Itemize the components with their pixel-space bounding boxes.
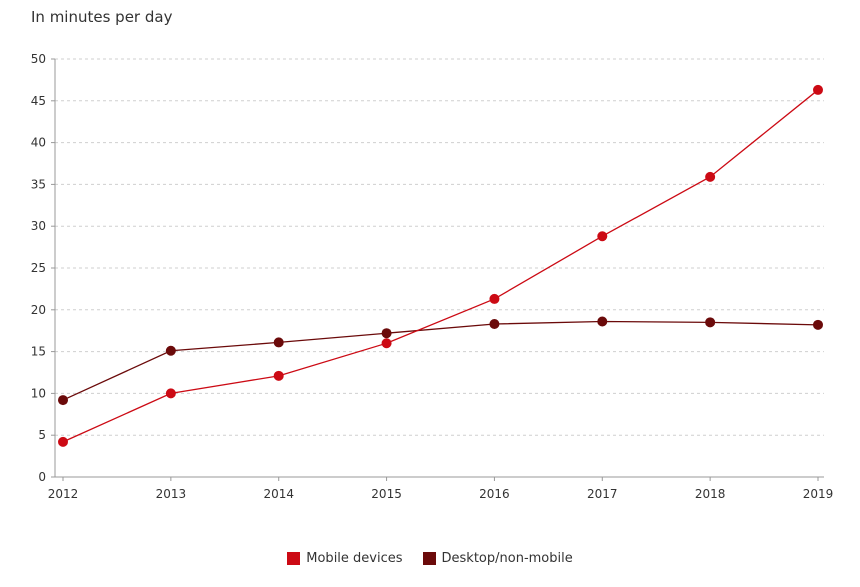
series-layer (58, 84, 823, 447)
data-point-mobile[interactable] (58, 436, 68, 447)
axes: 0 5 10 15 20 25 30 35 40 45 50 2012 2013 2014 2015 2016… (31, 52, 834, 501)
y-tick-label: 45 (31, 94, 46, 108)
x-tick-label: 2012 (48, 487, 79, 501)
y-tick-label: 25 (31, 261, 46, 275)
legend-label-mobile: Mobile devices (306, 551, 403, 566)
y-tick-label: 15 (31, 345, 46, 359)
legend-label-desktop: Desktop/non-mobile (441, 551, 573, 566)
x-tick-label: 2014 (263, 487, 294, 501)
y-tick-label: 35 (31, 177, 46, 191)
x-tick-label: 2016 (479, 487, 510, 501)
y-tick-label: 40 (31, 136, 46, 150)
series-line-desktop (62, 320, 819, 401)
y-tick-label: 10 (31, 386, 46, 400)
y-tick-label: 5 (38, 428, 46, 442)
data-point-mobile[interactable] (165, 388, 176, 399)
data-point-desktop[interactable] (489, 319, 500, 330)
data-point-desktop[interactable] (165, 345, 176, 356)
legend-item-desktop[interactable]: Desktop/non-mobile (422, 551, 573, 566)
data-point-desktop[interactable] (705, 317, 716, 328)
legend-swatch-mobile (287, 552, 301, 565)
legend: Mobile devices Desktop/non-mobile (0, 551, 860, 566)
data-point-desktop[interactable] (381, 328, 392, 339)
data-point-desktop[interactable] (58, 395, 68, 406)
y-tick-label: 50 (31, 52, 46, 66)
x-tick-label: 2018 (695, 487, 726, 501)
legend-item-mobile[interactable]: Mobile devices (287, 551, 403, 566)
chart-subtitle: In minutes per day (31, 8, 173, 26)
data-point-desktop[interactable] (813, 319, 823, 330)
data-point-mobile[interactable] (381, 338, 392, 349)
data-point-mobile[interactable] (813, 84, 823, 95)
x-tick-label: 2019 (803, 487, 834, 501)
y-tick-label: 0 (38, 470, 46, 484)
data-point-mobile[interactable] (597, 231, 608, 242)
x-tick-label: 2015 (371, 487, 402, 501)
data-point-mobile[interactable] (705, 171, 716, 182)
y-tick-label: 20 (31, 303, 46, 317)
data-point-mobile[interactable] (489, 293, 500, 304)
data-point-desktop[interactable] (597, 316, 608, 327)
x-tick-label: 2017 (587, 487, 618, 501)
data-point-desktop[interactable] (273, 337, 284, 348)
data-point-mobile[interactable] (273, 370, 284, 381)
legend-swatch-desktop (422, 552, 436, 565)
x-tick-label: 2013 (156, 487, 187, 501)
series-line-mobile (62, 89, 819, 443)
grid-lines (55, 58, 824, 436)
y-tick-label: 30 (31, 219, 46, 233)
